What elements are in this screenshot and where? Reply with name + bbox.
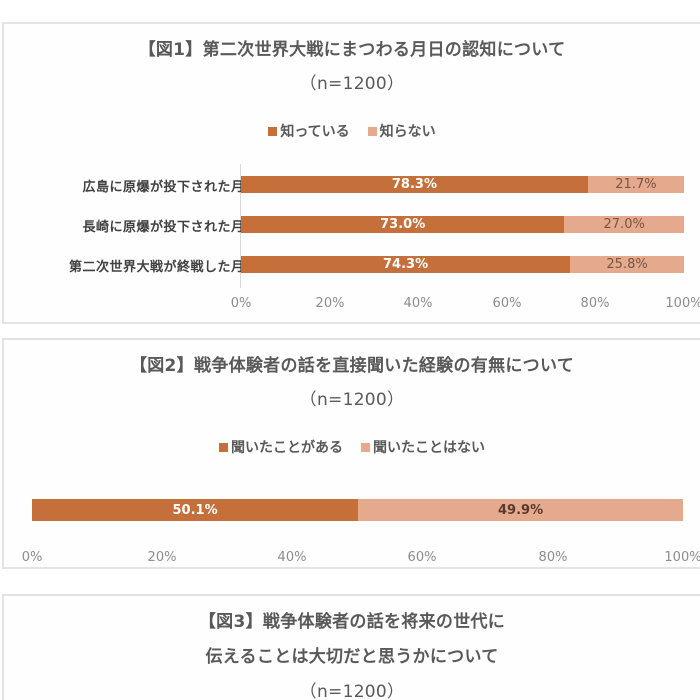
chart-panel-fig2: 【図2】戦争体験者の話を直接聞いた経験の有無について （n=1200） 聞いたこ… [2,338,700,569]
chart-legend: 知っている 知らない [4,121,700,141]
bar-segment-unknown: 25.8% [570,256,684,273]
x-tick-label: 20% [315,296,345,311]
legend-item-not-heard: 聞いたことはない [361,437,485,457]
chart-panel-fig3: 【図3】戦争体験者の話を将来の世代に 伝えることは大切だと思うかについて （n=… [2,594,700,700]
chart-subtitle: （n=1200） [299,74,405,94]
legend-label: 知っている [280,124,350,140]
legend-item-known: 知っている [268,121,350,141]
x-tick-label: 60% [407,550,437,565]
x-tick-label: 100% [664,550,700,565]
category-label: 広島に原爆が投下された月日 [82,180,258,195]
bar-segment-unknown: 27.0% [564,216,684,233]
bar-segment-known: 78.3% [241,176,588,193]
bar-row: 74.3% 25.8% [241,256,684,273]
bar-row: 73.0% 27.0% [241,216,684,233]
bar-row: 50.1% 49.9% [32,499,683,521]
legend-item-heard: 聞いたことがある [219,437,343,457]
legend-swatch-unknown [367,126,377,136]
legend-label: 聞いたことがある [231,440,343,456]
x-tick-label: 40% [277,550,307,565]
x-tick-label: 80% [538,550,568,565]
legend-item-unknown: 知らない [367,121,436,141]
bar-row: 78.3% 21.7% [241,176,684,193]
legend-swatch-heard [219,442,228,452]
x-tick-label: 40% [403,296,433,311]
chart-legend: 聞いたことがある 聞いたことはない [4,437,700,457]
legend-swatch-not-heard [361,442,370,452]
chart-subtitle: （n=1200） [299,682,405,700]
x-tick-label: 80% [580,296,610,311]
x-tick-label: 0% [21,550,43,565]
category-label: 長崎に原爆が投下された月日 [82,220,258,235]
x-tick-label: 60% [492,296,522,311]
category-label: 第二次世界大戦が終戦した月日 [68,260,258,275]
bar-segment-known: 73.0% [241,216,565,233]
bar-segment-known: 74.3% [241,256,571,273]
x-tick-label: 20% [147,550,177,565]
chart-subtitle: （n=1200） [299,390,405,410]
x-tick-label: 0% [230,296,252,311]
legend-label: 知らない [379,124,436,140]
bar-segment-heard: 50.1% [32,499,359,521]
category-axis-line [240,164,241,288]
x-tick-label: 100% [665,296,700,311]
chart-title-line2: 伝えることは大切だと思うかについて [205,647,499,667]
bar-segment-unknown: 21.7% [587,176,684,193]
chart-title-line1: 【図3】戦争体験者の話を将来の世代に [198,612,506,632]
chart-title: 【図2】戦争体験者の話を直接聞いた経験の有無について [129,356,575,376]
chart-title: 【図1】第二次世界大戦にまつわる月日の認知について [138,40,566,60]
legend-label: 聞いたことはない [373,440,485,456]
chart-panel-fig1: 【図1】第二次世界大戦にまつわる月日の認知について （n=1200） 知っている… [2,22,700,324]
legend-swatch-known [268,126,278,136]
bar-segment-not-heard: 49.9% [358,499,683,521]
